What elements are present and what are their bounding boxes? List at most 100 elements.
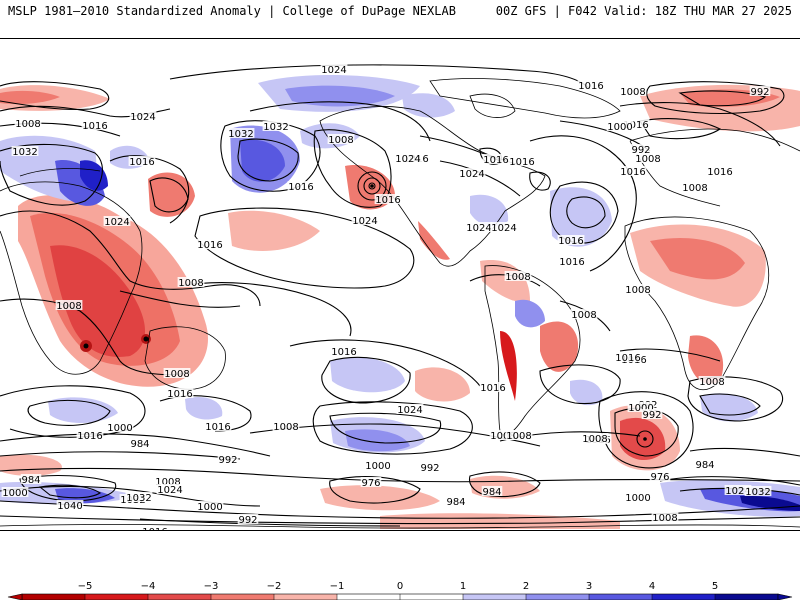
contour-label-bg (614, 352, 642, 362)
contour-label-bg (262, 121, 290, 131)
colorbar-tick-label: −4 (141, 581, 156, 592)
contour-label-bg (630, 144, 652, 154)
contour-label-bg (106, 422, 134, 432)
contour-label-bg (744, 486, 772, 496)
contour-label-bg (508, 156, 536, 166)
contour-label-bg (694, 459, 716, 469)
colorbar-tick-label: −2 (267, 581, 282, 592)
contour-label-bg (14, 118, 42, 128)
contour-label: 1008 (164, 369, 189, 380)
contour-label-bg (81, 120, 109, 130)
colorbar-tick-label: 1 (460, 581, 466, 592)
contour-label-bg (76, 430, 104, 440)
contour-label-bg (128, 156, 156, 166)
contour-label-bg (204, 421, 232, 431)
contour-label-bg (177, 277, 205, 287)
continent-outlines (0, 78, 800, 529)
contour-label: 1032 (263, 122, 288, 133)
contour-label: 1008 (582, 434, 607, 445)
contour-label-bg (394, 153, 422, 163)
contour-label-bg (396, 404, 424, 414)
contour-label: 1000 (607, 122, 632, 133)
colorbar-tick-label: −3 (204, 581, 219, 592)
contour-label-bg (479, 382, 507, 392)
contour-label: 1024 (397, 405, 422, 416)
contour-label-bg (351, 215, 379, 225)
colorbar-tick-label: 5 (712, 581, 718, 592)
contour-label: 1008 (178, 278, 203, 289)
contour-label-bg (577, 80, 605, 90)
contour-label: 992 (218, 455, 237, 466)
contour-label-bg (641, 409, 663, 419)
contour-label-bg (217, 454, 239, 464)
contour-label: 1016 (82, 121, 107, 132)
contour-label: 1024 (491, 223, 516, 234)
contour-label-bg (504, 271, 532, 281)
contour-label-bg (56, 500, 84, 510)
colorbar-swatch (337, 594, 401, 600)
contour-label-bg (154, 476, 182, 486)
contour-label-bg (360, 477, 382, 487)
contour-label-bg (458, 168, 486, 178)
contour-label-bg (55, 300, 83, 310)
contour-label: 1008 (625, 285, 650, 296)
contour-label: 1016 (559, 257, 584, 268)
contour-label-bg (624, 284, 652, 294)
colorbar-swatch (715, 594, 779, 600)
pressure-center-markers (83, 184, 647, 441)
contour-label: 992 (642, 410, 661, 421)
contour-label: 1032 (228, 129, 253, 140)
contour-label: 1016 (197, 240, 222, 251)
colorbar-swatch (526, 594, 590, 600)
contour-label: 1024 (104, 217, 129, 228)
contour-label: 1016 (480, 383, 505, 394)
contour-label-bg (465, 222, 493, 232)
contour-label: 1032 (12, 147, 37, 158)
colorbar-tick-label: −1 (330, 581, 345, 592)
contour-label-bg (20, 474, 42, 484)
contour-label: 1000 (365, 461, 390, 472)
contour-label: 992 (631, 145, 650, 156)
contour-label-bg (570, 309, 598, 319)
colorbar-tick-label: −5 (78, 581, 93, 592)
contour-label-bg (557, 235, 585, 245)
colorbar-swatch (400, 594, 464, 600)
contour-label-bg (624, 492, 652, 502)
colorbar-swatch (85, 594, 149, 600)
contour-label-bg (698, 376, 726, 386)
contour-label-bg (196, 501, 224, 511)
anomaly-map: 1024 1016 1024 1008 1016 1008 1032 1016 1024 1016… (0, 38, 800, 531)
contour-label-bg (481, 486, 503, 496)
contour-label: 1016 (578, 81, 603, 92)
contour-label: 1016 (707, 167, 732, 178)
contour-label-bg (287, 181, 315, 191)
contour-label-bg (505, 430, 533, 440)
contour-label: 1008 (505, 272, 530, 283)
colorbar-tick-label: 4 (649, 581, 655, 592)
contour-label: 984 (446, 497, 465, 508)
contour-label: 1016 (129, 157, 154, 168)
contour-label-bg (606, 121, 634, 131)
contour-label-bg (482, 154, 510, 164)
contour-label: 1000 (628, 403, 653, 414)
contour-label-bg (163, 368, 191, 378)
colorbar-swatch (211, 594, 275, 600)
contour-label: 1032 (745, 487, 770, 498)
contour-label: 1016 (620, 167, 645, 178)
colorbar-ticks: −5 −4 −3 −2 −1 0 1 2 3 4 5 (78, 581, 718, 600)
contour-label-bg (681, 182, 709, 192)
contour-label: 1024 (352, 216, 377, 227)
contour-label: 984 (130, 439, 149, 450)
colorbar-swatch (22, 594, 86, 600)
contour-label: 1000 (107, 423, 132, 434)
contour-label: 1008 (56, 301, 81, 312)
contour-label: 1008 (506, 431, 531, 442)
contour-label-bg (11, 146, 39, 156)
contour-label-bg (196, 239, 224, 249)
contour-label: 1040 (57, 501, 82, 512)
contour-label: 1016 (205, 422, 230, 433)
contour-label-bg (227, 128, 255, 138)
contour-label: 1024 (466, 223, 491, 234)
contour-label: 1024 (321, 65, 346, 76)
contour-label: 1008 (652, 513, 677, 524)
